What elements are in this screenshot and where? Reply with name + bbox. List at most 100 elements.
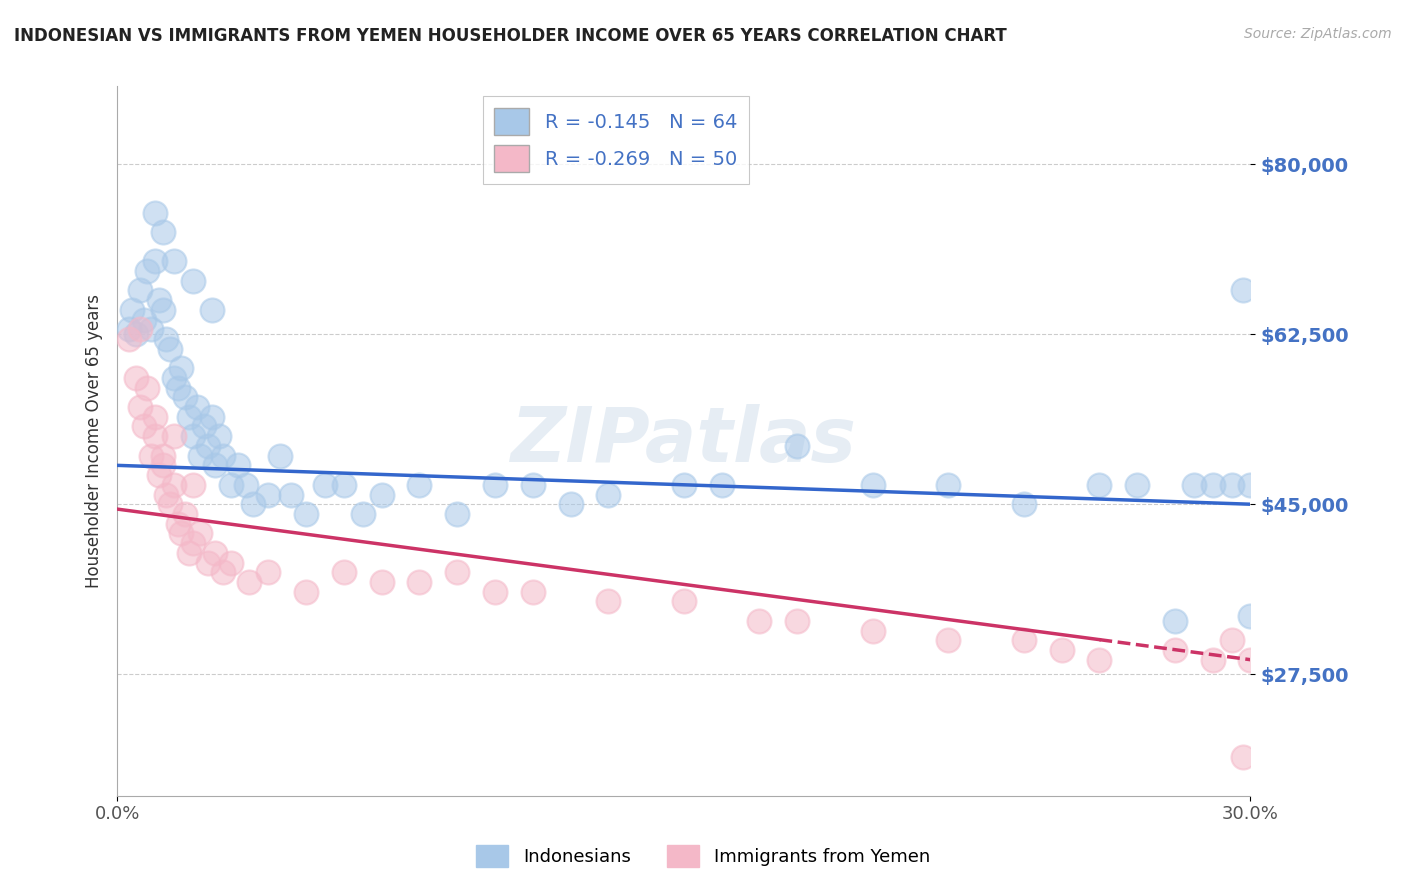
- Point: [1164, 614, 1187, 628]
- Point: [143, 254, 166, 268]
- Point: [295, 507, 318, 521]
- Point: [560, 497, 582, 511]
- Legend: R = -0.145   N = 64, R = -0.269   N = 50: R = -0.145 N = 64, R = -0.269 N = 50: [482, 96, 749, 184]
- Point: [152, 458, 174, 473]
- Point: [155, 487, 177, 501]
- Point: [177, 409, 200, 424]
- Point: [193, 419, 215, 434]
- Point: [484, 584, 506, 599]
- Legend: Indonesians, Immigrants from Yemen: Indonesians, Immigrants from Yemen: [468, 838, 938, 874]
- Point: [219, 477, 242, 491]
- Point: [163, 477, 186, 491]
- Point: [204, 546, 226, 560]
- Point: [936, 633, 959, 648]
- Point: [163, 254, 186, 268]
- Point: [181, 274, 204, 288]
- Point: [125, 327, 148, 342]
- Point: [522, 477, 544, 491]
- Point: [136, 264, 159, 278]
- Point: [446, 566, 468, 580]
- Point: [333, 477, 356, 491]
- Point: [125, 371, 148, 385]
- Point: [238, 574, 260, 589]
- Point: [128, 400, 150, 414]
- Point: [280, 487, 302, 501]
- Point: [186, 400, 208, 414]
- Point: [188, 449, 211, 463]
- Point: [1012, 497, 1035, 511]
- Point: [170, 526, 193, 541]
- Point: [408, 574, 430, 589]
- Point: [181, 536, 204, 550]
- Point: [174, 390, 197, 404]
- Point: [208, 429, 231, 443]
- Point: [352, 507, 374, 521]
- Point: [152, 302, 174, 317]
- Point: [1126, 477, 1149, 491]
- Point: [117, 332, 139, 346]
- Point: [117, 322, 139, 336]
- Point: [1232, 750, 1254, 764]
- Point: [370, 487, 392, 501]
- Point: [257, 487, 280, 501]
- Point: [212, 449, 235, 463]
- Point: [672, 594, 695, 608]
- Point: [143, 409, 166, 424]
- Point: [1239, 477, 1261, 491]
- Point: [748, 614, 770, 628]
- Point: [598, 594, 620, 608]
- Point: [1239, 653, 1261, 667]
- Point: [152, 449, 174, 463]
- Point: [197, 556, 219, 570]
- Point: [1050, 643, 1073, 657]
- Text: INDONESIAN VS IMMIGRANTS FROM YEMEN HOUSEHOLDER INCOME OVER 65 YEARS CORRELATION: INDONESIAN VS IMMIGRANTS FROM YEMEN HOUS…: [14, 27, 1007, 45]
- Point: [136, 381, 159, 395]
- Point: [219, 556, 242, 570]
- Point: [141, 449, 163, 463]
- Point: [710, 477, 733, 491]
- Point: [1088, 477, 1111, 491]
- Point: [121, 302, 143, 317]
- Point: [862, 624, 884, 638]
- Point: [132, 312, 155, 326]
- Point: [166, 516, 188, 531]
- Point: [1202, 653, 1225, 667]
- Point: [204, 458, 226, 473]
- Point: [181, 429, 204, 443]
- Point: [1202, 477, 1225, 491]
- Point: [174, 507, 197, 521]
- Point: [152, 225, 174, 239]
- Y-axis label: Householder Income Over 65 years: Householder Income Over 65 years: [86, 294, 103, 588]
- Point: [370, 574, 392, 589]
- Point: [862, 477, 884, 491]
- Point: [295, 584, 318, 599]
- Text: ZIPatlas: ZIPatlas: [510, 404, 856, 478]
- Point: [269, 449, 291, 463]
- Point: [598, 487, 620, 501]
- Point: [1239, 609, 1261, 624]
- Point: [128, 322, 150, 336]
- Point: [257, 566, 280, 580]
- Point: [128, 284, 150, 298]
- Point: [226, 458, 249, 473]
- Point: [1012, 633, 1035, 648]
- Point: [1088, 653, 1111, 667]
- Point: [1164, 643, 1187, 657]
- Point: [1220, 633, 1243, 648]
- Point: [148, 293, 170, 307]
- Point: [132, 419, 155, 434]
- Point: [936, 477, 959, 491]
- Point: [155, 332, 177, 346]
- Point: [786, 614, 808, 628]
- Point: [333, 566, 356, 580]
- Point: [201, 302, 224, 317]
- Point: [181, 477, 204, 491]
- Point: [148, 468, 170, 483]
- Point: [314, 477, 336, 491]
- Point: [522, 584, 544, 599]
- Point: [170, 361, 193, 376]
- Point: [1220, 477, 1243, 491]
- Point: [163, 429, 186, 443]
- Point: [446, 507, 468, 521]
- Point: [1232, 284, 1254, 298]
